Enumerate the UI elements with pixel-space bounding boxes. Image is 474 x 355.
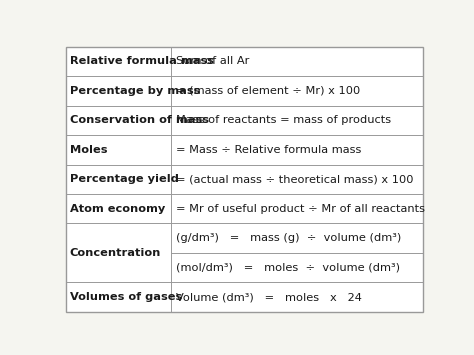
Text: Percentage yield: Percentage yield (70, 174, 178, 184)
Text: Concentration: Concentration (70, 248, 161, 258)
Text: (mol/dm³)   =   moles  ÷  volume (dm³): (mol/dm³) = moles ÷ volume (dm³) (175, 263, 400, 273)
Text: = Mr of useful product ÷ Mr of all reactants: = Mr of useful product ÷ Mr of all react… (175, 204, 425, 214)
Text: Relative formula mass: Relative formula mass (70, 56, 213, 66)
Text: Conservation of mass: Conservation of mass (70, 115, 209, 125)
Text: (g/dm³)   =   mass (g)  ÷  volume (dm³): (g/dm³) = mass (g) ÷ volume (dm³) (175, 233, 401, 243)
Text: Volumes of gases: Volumes of gases (70, 292, 182, 302)
Text: Atom economy: Atom economy (70, 204, 165, 214)
Text: = (actual mass ÷ theoretical mass) x 100: = (actual mass ÷ theoretical mass) x 100 (175, 174, 413, 184)
Text: = Mass ÷ Relative formula mass: = Mass ÷ Relative formula mass (175, 145, 361, 155)
Text: Mass of reactants = mass of products: Mass of reactants = mass of products (175, 115, 391, 125)
Text: Volume (dm³)   =   moles   x   24: Volume (dm³) = moles x 24 (175, 292, 362, 302)
Text: Moles: Moles (70, 145, 107, 155)
Text: Percentage by mass: Percentage by mass (70, 86, 200, 96)
Text: Sum of all Ar: Sum of all Ar (175, 56, 249, 66)
Text: = (mass of element ÷ Mr) x 100: = (mass of element ÷ Mr) x 100 (175, 86, 360, 96)
